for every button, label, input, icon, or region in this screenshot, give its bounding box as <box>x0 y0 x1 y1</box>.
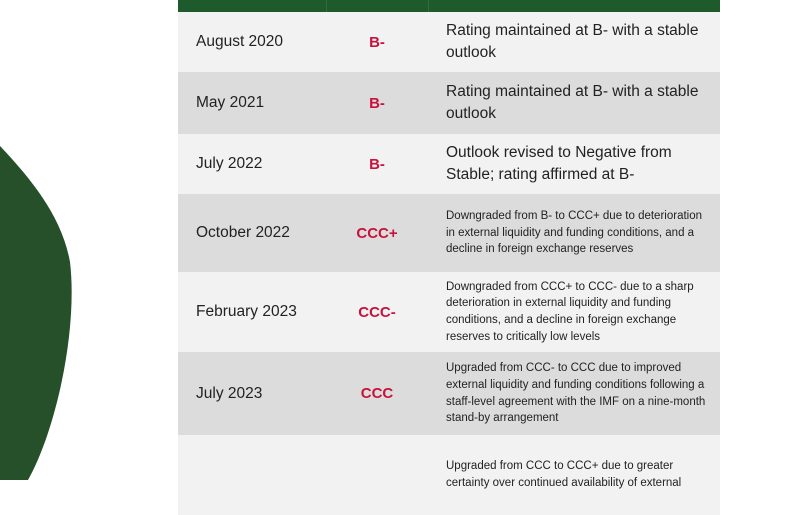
table-row: February 2023 CCC- Downgraded from CCC+ … <box>178 272 720 352</box>
date-cell: August 2020 <box>178 12 326 72</box>
table-row: July 2023 CCC Upgraded from CCC- to CCC … <box>178 352 720 435</box>
description-cell: Rating maintained at B- with a stable ou… <box>428 12 720 72</box>
header-cell <box>325 0 428 12</box>
rating-cell: CCC <box>326 352 428 435</box>
description-cell: Upgraded from CCC- to CCC due to improve… <box>428 352 720 435</box>
rating-cell: B- <box>326 72 428 134</box>
table-row: Upgraded from CCC to CCC+ due to greater… <box>178 435 720 515</box>
date-cell: October 2022 <box>178 194 326 272</box>
description-cell: Upgraded from CCC to CCC+ due to greater… <box>428 435 720 515</box>
rating-cell: B- <box>326 12 428 72</box>
table-row: July 2022 B- Outlook revised to Negative… <box>178 134 720 194</box>
date-cell <box>178 435 326 515</box>
table-row: May 2021 B- Rating maintained at B- with… <box>178 72 720 134</box>
description-cell: Downgraded from CCC+ to CCC- due to a sh… <box>428 272 720 352</box>
description-cell: Outlook revised to Negative from Stable;… <box>428 134 720 194</box>
rating-cell: CCC+ <box>326 194 428 272</box>
decorative-green-shape <box>0 146 72 480</box>
rating-cell: B- <box>326 134 428 194</box>
date-cell: July 2022 <box>178 134 326 194</box>
date-cell: May 2021 <box>178 72 326 134</box>
credit-rating-history-table: August 2020 B- Rating maintained at B- w… <box>178 0 720 515</box>
table-row: October 2022 CCC+ Downgraded from B- to … <box>178 194 720 272</box>
rating-cell <box>326 435 428 515</box>
date-cell: July 2023 <box>178 352 326 435</box>
date-cell: February 2023 <box>178 272 326 352</box>
header-cell <box>178 0 326 12</box>
header-cell <box>427 0 720 12</box>
rating-cell: CCC- <box>326 272 428 352</box>
description-cell: Rating maintained at B- with a stable ou… <box>428 72 720 134</box>
description-cell: Downgraded from B- to CCC+ due to deteri… <box>428 194 720 272</box>
table-row: August 2020 B- Rating maintained at B- w… <box>178 12 720 72</box>
table-header-row <box>178 0 720 12</box>
